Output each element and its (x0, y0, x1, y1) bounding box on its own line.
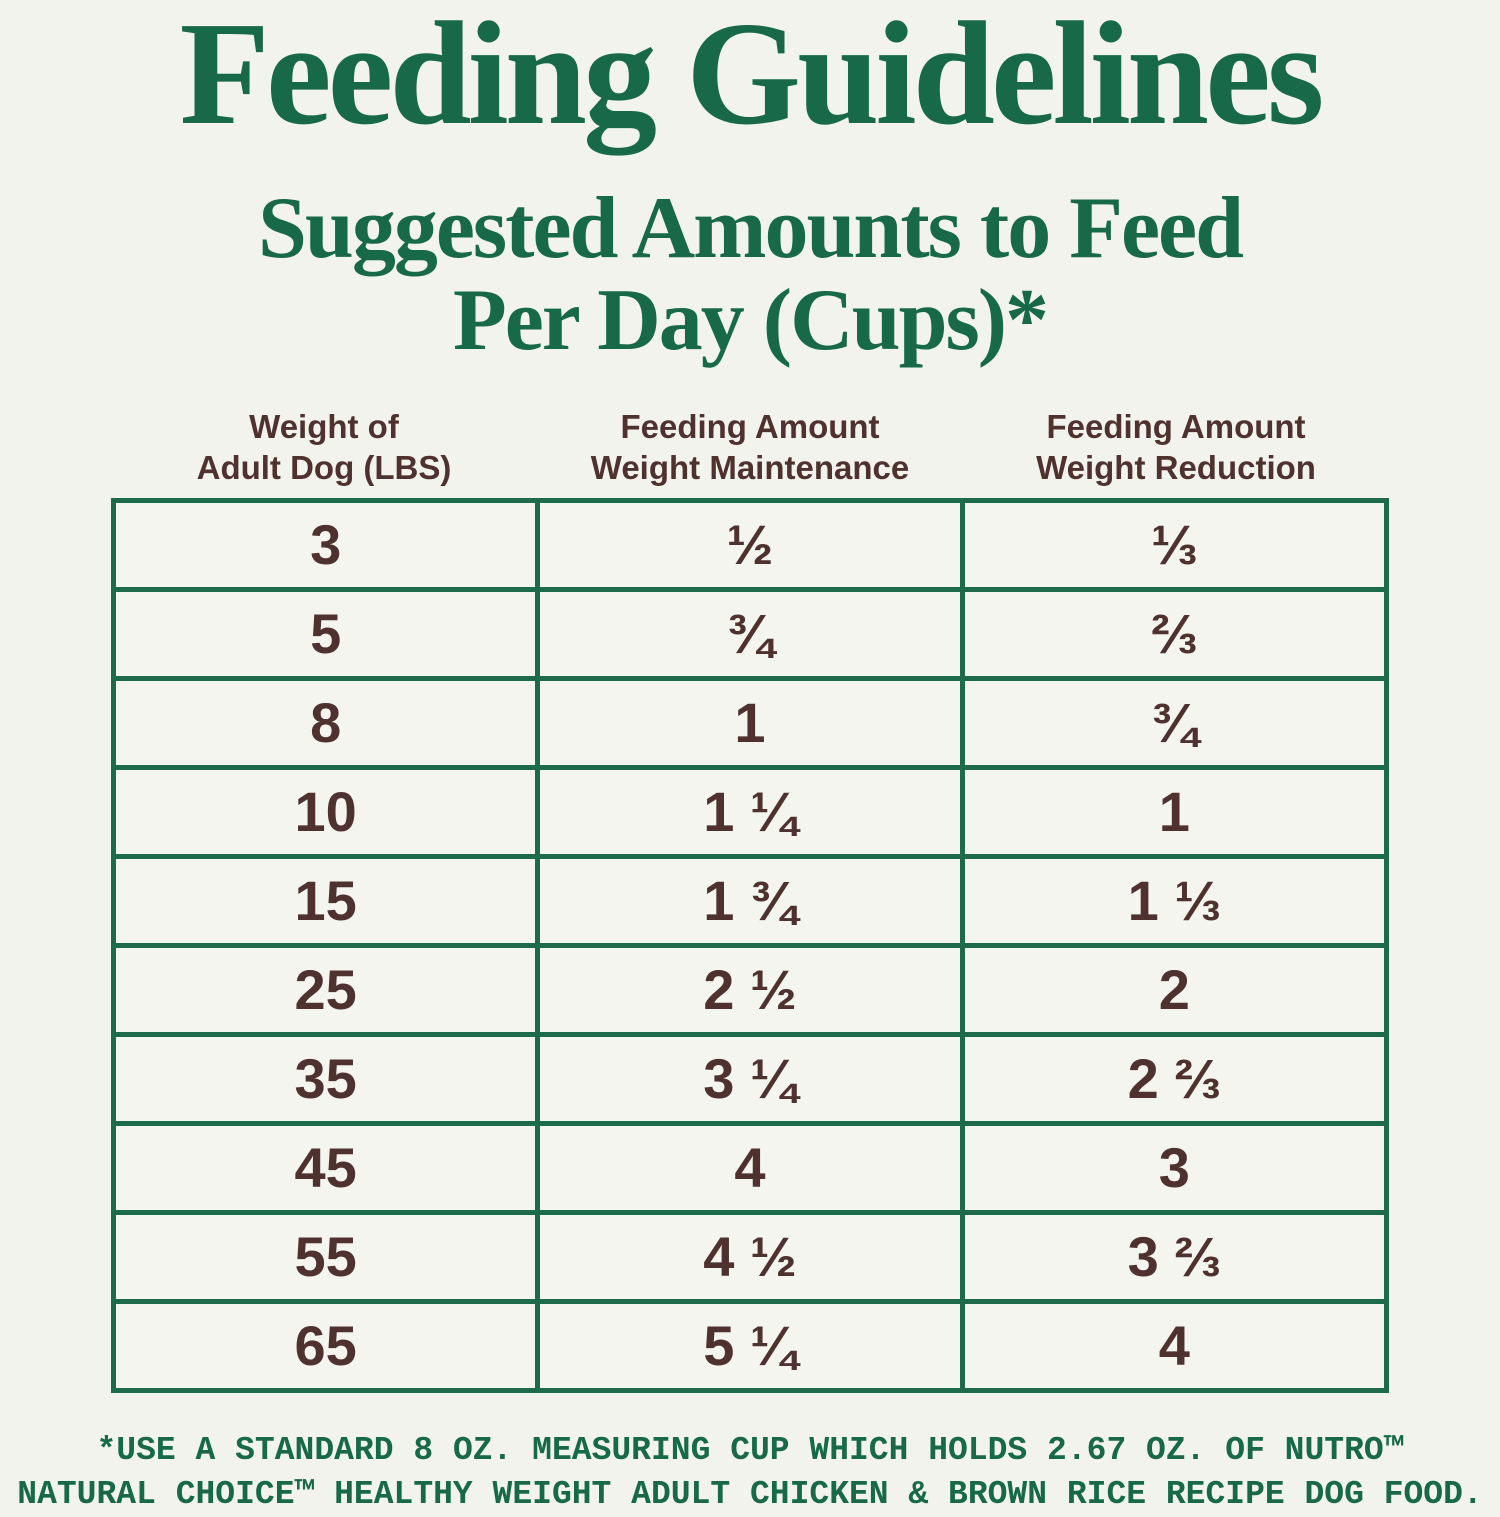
page-title: Feeding Guidelines (179, 0, 1325, 156)
weight-cell: 55 (110, 1209, 541, 1304)
reduction-cell: 4 (959, 1298, 1390, 1393)
table-row: 25 2 ½ 2 (110, 942, 1390, 1037)
footnote-line-1: *USE A STANDARD 8 OZ. MEASURING CUP WHIC… (96, 1431, 1404, 1469)
table-row: 65 5 ¼ 4 (110, 1298, 1390, 1393)
table-row: 15 1 ¾ 1 ⅓ (110, 853, 1390, 948)
page-subtitle: Suggested Amounts to Feed Per Day (Cups)… (0, 179, 1500, 369)
measuring-cup-footnote: *USE A STANDARD 8 OZ. MEASURING CUP WHIC… (0, 1429, 1500, 1517)
maintenance-cell: 1 ¾ (535, 853, 965, 948)
column-header-weight-line-1: Weight of (249, 408, 399, 446)
table-column-headers: Weight of Adult Dog (LBS) Feeding Amount… (111, 407, 1389, 488)
column-header-maintenance-line-2: Weight Maintenance (590, 448, 910, 486)
column-header-weight-line-2: Adult Dog (LBS) (196, 448, 452, 486)
maintenance-cell: 1 ¼ (535, 764, 965, 859)
column-header-reduction-line-2: Weight Reduction (1036, 448, 1316, 486)
maintenance-cell: ¾ (535, 586, 965, 681)
maintenance-cell: 2 ½ (535, 942, 965, 1037)
maintenance-cell: 3 ¼ (535, 1031, 965, 1126)
table-row: 35 3 ¼ 2 ⅔ (110, 1031, 1390, 1126)
column-header-maintenance-line-1: Feeding Amount (620, 408, 880, 446)
reduction-cell: 1 (959, 764, 1390, 859)
reduction-cell: 3 ⅔ (959, 1209, 1390, 1304)
weight-cell: 10 (110, 764, 541, 859)
weight-cell: 35 (110, 1031, 541, 1126)
reduction-cell: 3 (959, 1120, 1390, 1215)
footnote-line-2: NATURAL CHOICE™ HEALTHY WEIGHT ADULT CHI… (17, 1476, 1483, 1514)
weight-cell: 3 (110, 497, 541, 592)
weight-cell: 8 (110, 675, 541, 770)
reduction-cell: 2 (959, 942, 1390, 1037)
reduction-cell: ⅓ (959, 497, 1390, 592)
table-row: 45 4 3 (110, 1120, 1390, 1215)
column-header-maintenance: Feeding Amount Weight Maintenance (537, 407, 963, 488)
column-header-reduction: Feeding Amount Weight Reduction (963, 407, 1389, 488)
maintenance-cell: 5 ¼ (535, 1298, 965, 1393)
maintenance-cell: 1 (535, 675, 965, 770)
weight-cell: 5 (110, 586, 541, 681)
maintenance-cell: 4 (535, 1120, 965, 1215)
weight-cell: 45 (110, 1120, 541, 1215)
table-row: 55 4 ½ 3 ⅔ (110, 1209, 1390, 1304)
weight-cell: 25 (110, 942, 541, 1037)
column-header-reduction-line-1: Feeding Amount (1046, 408, 1306, 446)
maintenance-cell: 4 ½ (535, 1209, 965, 1304)
table-row: 5 ¾ ⅔ (110, 586, 1390, 681)
reduction-cell: ¾ (959, 675, 1390, 770)
subtitle-line-1: Suggested Amounts to Feed (257, 179, 1244, 277)
maintenance-cell: ½ (535, 497, 965, 592)
reduction-cell: ⅔ (959, 586, 1390, 681)
column-header-weight: Weight of Adult Dog (LBS) (111, 407, 537, 488)
weight-cell: 15 (110, 853, 541, 948)
weight-cell: 65 (110, 1298, 541, 1393)
table-row: 3 ½ ⅓ (110, 497, 1390, 592)
subtitle-line-2: Per Day (Cups)* (452, 271, 1049, 369)
reduction-cell: 2 ⅔ (959, 1031, 1390, 1126)
table-row: 8 1 ¾ (110, 675, 1390, 770)
table-row: 10 1 ¼ 1 (110, 764, 1390, 859)
feeding-amount-table: 3 ½ ⅓ 5 ¾ ⅔ 8 1 ¾ 10 1 ¼ 1 15 1 ¾ (110, 497, 1390, 1393)
reduction-cell: 1 ⅓ (959, 853, 1390, 948)
